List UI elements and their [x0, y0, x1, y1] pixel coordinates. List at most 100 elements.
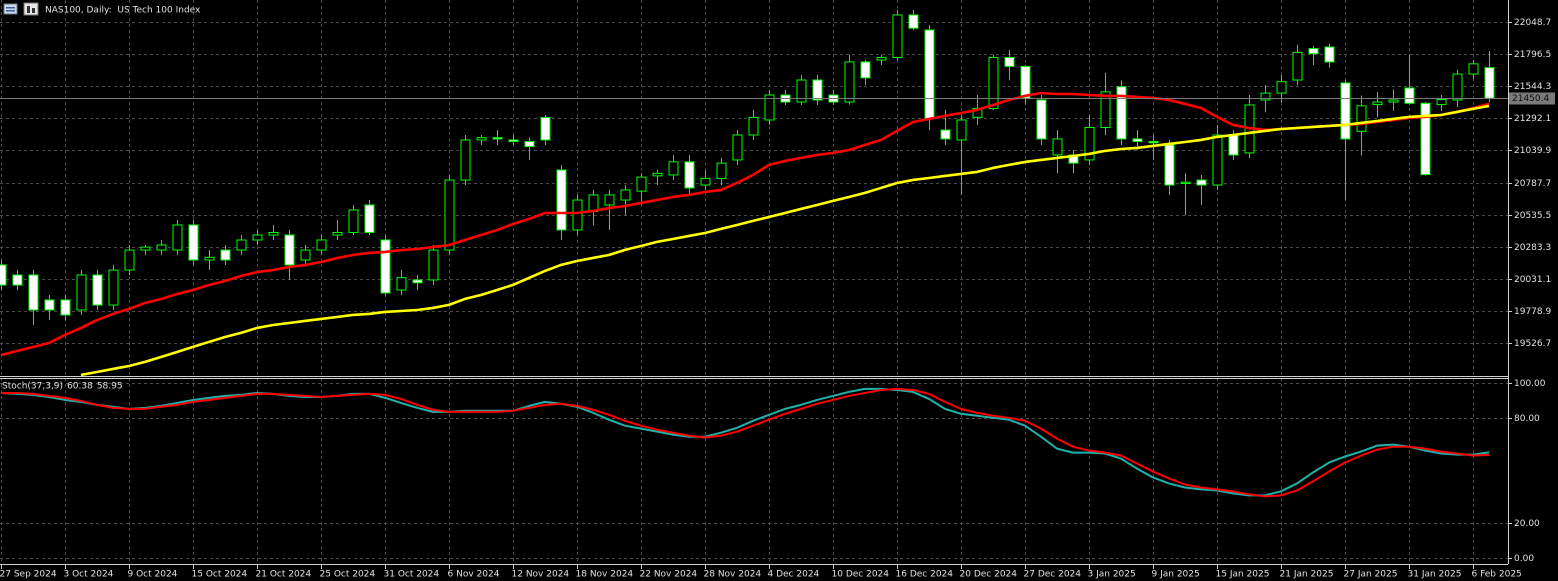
x-tick-label: 3 Jan 2025 [1088, 570, 1136, 580]
candle-body [748, 117, 759, 136]
candle-body [860, 61, 871, 79]
x-tick-label: 4 Dec 2024 [768, 570, 820, 580]
candle-body [396, 277, 407, 291]
candle-body [1004, 56, 1015, 67]
candle-body [28, 274, 39, 311]
candle-body [364, 204, 375, 233]
chart-title: NAS100, Daily: US Tech 100 Index [45, 6, 201, 16]
current-price-box [1509, 92, 1555, 105]
candle-body [972, 107, 983, 118]
candle-body [716, 162, 727, 179]
candle-body [444, 179, 455, 251]
y-tick-label: 21544.3 [1514, 82, 1551, 92]
x-tick-label: 9 Jan 2025 [1152, 570, 1200, 580]
candle-body [316, 239, 327, 251]
candle-body [508, 139, 519, 142]
y-tick-label: 20787.7 [1514, 179, 1551, 189]
candle-body [492, 137, 503, 140]
candle-body [460, 139, 471, 181]
candle-body [1036, 99, 1047, 140]
candle-body [1228, 134, 1239, 156]
candle-body [684, 161, 695, 189]
price-pane [0, 10, 1508, 376]
x-tick-label: 22 Nov 2024 [640, 570, 698, 580]
candle-body [1100, 91, 1111, 128]
candle-body [1356, 105, 1367, 132]
candle-body [1052, 138, 1063, 156]
x-tick-label: 31 Jan 2025 [1408, 570, 1462, 580]
candle-body [876, 56, 887, 61]
icon [32, 8, 35, 13]
candle-body [796, 79, 807, 103]
candle-body [1404, 87, 1415, 104]
candle-body [188, 224, 199, 261]
candle-body [940, 129, 951, 140]
x-tick-label: 12 Nov 2024 [512, 570, 570, 580]
x-tick-label: 21 Jan 2025 [1280, 570, 1334, 580]
indicator-title: Stoch(37,3,9) [2, 382, 63, 392]
candle-body [1436, 98, 1447, 106]
y-tick-label: 20283.3 [1514, 243, 1551, 253]
candle-body [1084, 126, 1095, 161]
candle-body [956, 119, 967, 141]
x-tick-label: 15 Jan 2025 [1216, 570, 1270, 580]
candle-body [844, 61, 855, 103]
y-tick-label: 20.00 [1514, 519, 1540, 529]
candle-body [1212, 134, 1223, 186]
x-tick-label: 9 Oct 2024 [128, 570, 178, 580]
candle-body [556, 169, 567, 231]
x-tick-label: 27 Jan 2025 [1344, 570, 1398, 580]
candle-body [428, 249, 439, 281]
candle-body [572, 199, 583, 231]
candle-body [1260, 92, 1271, 101]
candle-body [1292, 51, 1303, 81]
icon [3, 3, 18, 15]
y-tick-label: 0.00 [1514, 554, 1534, 564]
x-tick-label: 10 Dec 2024 [832, 570, 890, 580]
candle-body [156, 244, 167, 251]
candle-body [1452, 73, 1463, 101]
candle-body [636, 176, 647, 192]
candle-body [1324, 46, 1335, 63]
candle-body [764, 94, 775, 121]
candle-body [268, 231, 279, 236]
candle-body [924, 29, 935, 120]
candle-body [1164, 144, 1175, 186]
candle-body [380, 239, 391, 294]
candle-body [124, 249, 135, 271]
candle-body [300, 249, 311, 261]
x-tick-label: 18 Nov 2024 [576, 570, 634, 580]
candle-body [284, 234, 295, 266]
candle-body [204, 256, 215, 261]
candle-body [44, 299, 55, 311]
candle-body [1308, 48, 1319, 55]
candle-body [1020, 65, 1031, 99]
y-tick-label: 21796.5 [1514, 50, 1551, 60]
moving-average-line [0, 91, 1490, 357]
x-tick-label: 25 Oct 2024 [320, 570, 376, 580]
candle-body [1116, 86, 1127, 140]
candle-body [988, 56, 999, 109]
candle-body [1468, 63, 1479, 75]
candle-body [1196, 179, 1207, 186]
y-tick-label: 20535.5 [1514, 211, 1551, 221]
y-tick-label: 22048.7 [1514, 18, 1551, 28]
x-tick-label: 31 Oct 2024 [384, 570, 440, 580]
current-price-label: 21450.4 [1512, 94, 1549, 104]
x-tick-label: 28 Nov 2024 [704, 570, 762, 580]
candle-body [172, 224, 183, 251]
y-tick-label: 21292.1 [1514, 114, 1551, 124]
candle-body [1388, 99, 1399, 103]
y-tick-label: 100.00 [1514, 379, 1546, 389]
x-tick-label: 3 Oct 2024 [64, 570, 114, 580]
candle-body [252, 234, 263, 241]
x-tick-label: 27 Sep 2024 [0, 570, 57, 580]
y-tick-label: 20031.1 [1514, 275, 1551, 285]
candle-body [1148, 140, 1159, 144]
candle-body [892, 14, 903, 58]
moving-average-line [80, 104, 1490, 376]
